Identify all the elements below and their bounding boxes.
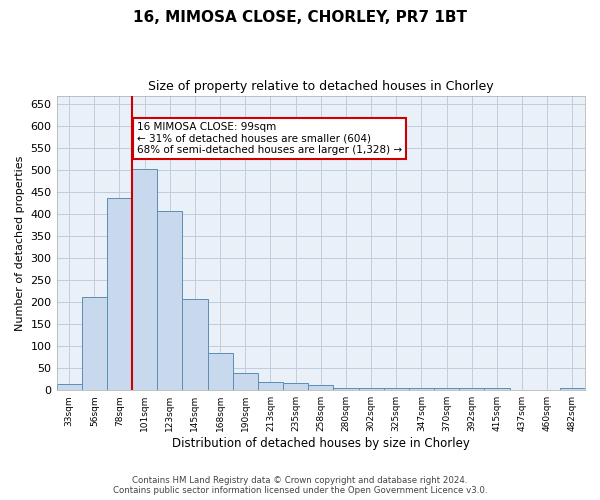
Bar xyxy=(233,372,258,390)
Bar xyxy=(459,388,484,390)
Bar xyxy=(359,388,383,390)
Bar xyxy=(334,388,359,390)
Text: 16, MIMOSA CLOSE, CHORLEY, PR7 1BT: 16, MIMOSA CLOSE, CHORLEY, PR7 1BT xyxy=(133,10,467,25)
Y-axis label: Number of detached properties: Number of detached properties xyxy=(15,155,25,330)
X-axis label: Distribution of detached houses by size in Chorley: Distribution of detached houses by size … xyxy=(172,437,470,450)
Bar xyxy=(409,388,434,390)
Bar xyxy=(132,169,157,390)
Title: Size of property relative to detached houses in Chorley: Size of property relative to detached ho… xyxy=(148,80,494,93)
Bar xyxy=(383,388,409,390)
Bar xyxy=(56,384,82,390)
Bar xyxy=(283,382,308,390)
Bar xyxy=(82,296,107,390)
Text: Contains HM Land Registry data © Crown copyright and database right 2024.
Contai: Contains HM Land Registry data © Crown c… xyxy=(113,476,487,495)
Bar xyxy=(258,382,283,390)
Bar xyxy=(308,386,334,390)
Bar xyxy=(182,299,208,390)
Bar xyxy=(484,388,509,390)
Bar xyxy=(208,354,233,390)
Bar xyxy=(107,198,132,390)
Text: 16 MIMOSA CLOSE: 99sqm
← 31% of detached houses are smaller (604)
68% of semi-de: 16 MIMOSA CLOSE: 99sqm ← 31% of detached… xyxy=(137,122,402,155)
Bar xyxy=(560,388,585,390)
Bar xyxy=(157,211,182,390)
Bar xyxy=(434,388,459,390)
